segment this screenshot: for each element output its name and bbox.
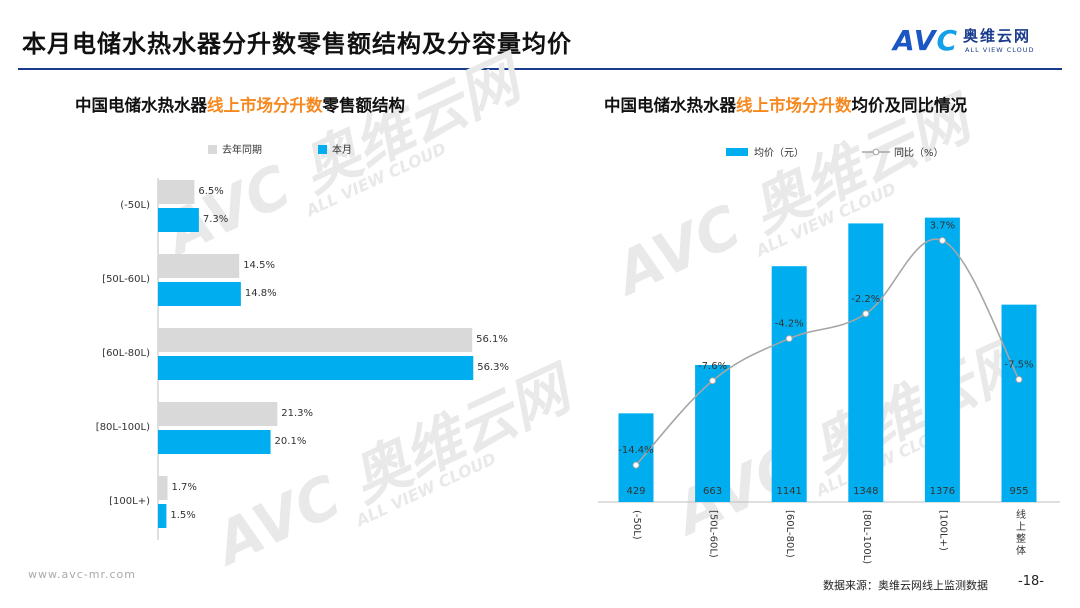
data-label-avg-price: 1141 <box>776 486 801 497</box>
bar-last-year <box>158 254 240 278</box>
bar-last-year <box>158 180 195 204</box>
bar-avg-price <box>924 217 960 503</box>
data-label-yoy: -7.5% <box>1004 360 1033 371</box>
legend-label-yoy: 同比（%） <box>894 147 944 159</box>
legend-swatch-last-year <box>208 145 217 154</box>
bar-this-month <box>158 208 199 232</box>
bar-last-year <box>158 328 473 352</box>
category-label: [100L+) <box>109 496 150 507</box>
footer-url[interactable]: www.avc-mr.com <box>28 568 136 581</box>
category-label: (-50L) <box>120 200 150 211</box>
category-label: [50L-60L) <box>102 274 150 285</box>
data-label-this-month: 56.3% <box>477 362 509 373</box>
data-label-this-month: 14.8% <box>245 288 277 299</box>
data-label-yoy: -14.4% <box>618 445 653 456</box>
category-label: [60L-80L) <box>784 510 795 558</box>
data-label-yoy: 3.7% <box>930 221 955 232</box>
price-combo-chart: 均价（元） 同比（%） 429 (-50L) 663 [50L-60L) 1141 [60L-… <box>598 147 1060 564</box>
bar-avg-price <box>1001 304 1037 502</box>
bar-this-month <box>158 504 167 528</box>
legend-label-avg-price: 均价（元） <box>754 147 804 159</box>
category-label: [80L-100L) <box>96 422 150 433</box>
data-label-last-year: 6.5% <box>198 186 223 197</box>
bar-this-month <box>158 430 271 454</box>
bar-avg-price <box>695 364 731 502</box>
legend-swatch-this-month <box>318 145 327 154</box>
category-label: (-50L) <box>631 510 642 540</box>
data-label-avg-price: 1348 <box>853 486 878 497</box>
category-label: 线上整体 <box>1016 508 1026 557</box>
page-number: -18- <box>1018 574 1044 589</box>
avc-logo-mark: AVC <box>893 24 959 57</box>
bar-avg-price <box>771 266 807 502</box>
bar-avg-price <box>618 413 654 502</box>
point-yoy <box>785 335 793 343</box>
point-yoy <box>1015 376 1023 384</box>
right-title-prefix: 中国电储水热水器 <box>604 96 736 115</box>
left-title-suffix: 零售额结构 <box>322 96 406 115</box>
bar-last-year <box>158 402 278 426</box>
data-label-last-year: 1.7% <box>172 482 197 493</box>
data-label-this-month: 20.1% <box>275 436 307 447</box>
left-chart-title: 中国电储水热水器线上市场分升数零售额结构 <box>75 92 405 116</box>
share-bar-chart: 去年同期 本月 (-50L) 6.5% 7.3% [50L-60L) 14.5% 14.8% [… <box>96 143 509 540</box>
data-label-yoy: -2.2% <box>851 294 880 305</box>
legend-swatch-avg-price <box>726 148 748 156</box>
left-title-highlight: 线上市场分升数 <box>207 96 323 115</box>
data-label-yoy: -4.2% <box>775 319 804 330</box>
point-yoy <box>632 461 640 469</box>
page-title: 本月电储水热水器分升数零售额结构及分容量均价 <box>22 30 572 58</box>
bar-last-year <box>158 476 168 500</box>
point-yoy <box>709 377 717 385</box>
left-title-prefix: 中国电储水热水器 <box>75 96 207 115</box>
legend-label-last-year: 去年同期 <box>222 143 262 156</box>
data-label-last-year: 21.3% <box>281 408 313 419</box>
data-label-this-month: 1.5% <box>170 510 195 521</box>
logo-cn-text: 奥维云网 <box>963 27 1032 45</box>
right-title-highlight: 线上市场分升数 <box>736 96 852 115</box>
data-label-avg-price: 1376 <box>930 486 955 497</box>
avc-logo: AVC 奥维云网 ALL VIEW CLOUD <box>893 22 1063 62</box>
data-label-yoy: -7.6% <box>698 361 727 372</box>
data-label-avg-price: 955 <box>1009 486 1028 497</box>
data-label-last-year: 56.1% <box>476 334 508 345</box>
data-label-avg-price: 429 <box>626 486 645 497</box>
point-yoy <box>862 310 870 318</box>
bar-avg-price <box>848 223 884 502</box>
bar-this-month <box>158 356 474 380</box>
data-label-last-year: 14.5% <box>243 260 275 271</box>
legend-label-this-month: 本月 <box>332 143 352 156</box>
category-label: [80L-100L) <box>861 510 872 564</box>
legend-marker-yoy <box>872 148 880 156</box>
line-yoy <box>635 238 1020 466</box>
category-label: [100L+) <box>937 510 948 551</box>
point-yoy <box>938 237 946 245</box>
data-label-this-month: 7.3% <box>203 214 228 225</box>
category-label: [50L-60L) <box>708 510 719 558</box>
category-label: [60L-80L) <box>102 348 150 359</box>
bar-this-month <box>158 282 241 306</box>
logo-en-text: ALL VIEW CLOUD <box>965 46 1035 54</box>
right-title-suffix: 均价及同比情况 <box>851 96 968 115</box>
data-source-note: 数据来源：奥维云网线上监测数据 <box>823 579 988 592</box>
title-rule <box>18 68 1062 70</box>
right-chart-title: 中国电储水热水器线上市场分升数均价及同比情况 <box>604 92 967 116</box>
data-label-avg-price: 663 <box>703 486 722 497</box>
